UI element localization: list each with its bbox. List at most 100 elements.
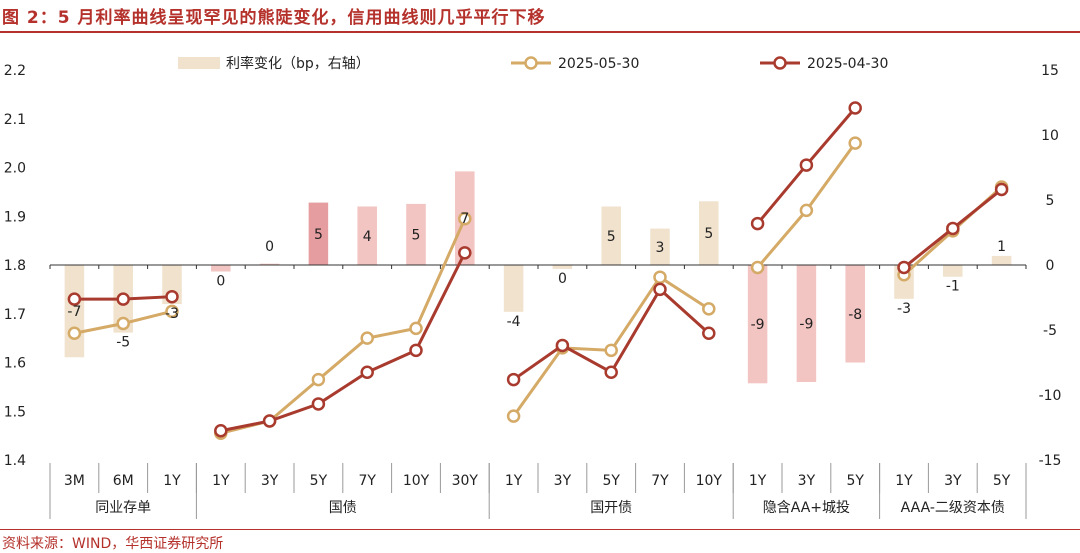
series-point (458, 211, 472, 226)
left-tick-label: 1.9 (4, 209, 26, 225)
series-point (409, 343, 423, 358)
left-tick-label: 2.2 (4, 63, 26, 79)
bar-data-label: -5 (116, 335, 130, 351)
series-point (848, 136, 862, 150)
bar (943, 265, 963, 277)
legend-swatch-marker (773, 56, 787, 70)
left-tick-label: 2.0 (4, 161, 26, 177)
bar-data-label: 0 (558, 271, 567, 287)
right-tick-label: -15 (1039, 453, 1062, 469)
right-tick-label: -10 (1039, 388, 1062, 404)
category-label: 3Y (944, 473, 962, 489)
bar-data-label: 0 (265, 239, 274, 255)
bar-data-label: 7 (460, 211, 469, 227)
category-label: 3Y (261, 473, 279, 489)
series-point (604, 343, 618, 358)
bar (259, 263, 280, 265)
category-label: 5Y (846, 473, 864, 489)
series-point (799, 203, 814, 218)
right-tick-label: 5 (1046, 193, 1055, 209)
chart: 1.41.51.61.71.81.92.02.12.2 151050-5-10-1… (4, 55, 1062, 519)
category-label: 1Y (749, 473, 767, 489)
category-label: 10Y (696, 473, 723, 489)
category-label: 3Y (798, 473, 816, 489)
series-point (311, 372, 326, 387)
bar-data-label: 0 (216, 274, 225, 290)
bar-data-label: 4 (363, 229, 372, 245)
bar-data-label: -1 (946, 279, 960, 295)
series-point (799, 158, 814, 172)
left-tick-label: 1.6 (4, 356, 26, 372)
bottom-rule (0, 529, 1080, 530)
bar-data-label: 3 (656, 240, 665, 256)
title-rule (0, 31, 1080, 33)
left-tick-label: 1.5 (4, 404, 26, 420)
series-point (458, 246, 472, 260)
category-label: 7Y (651, 473, 669, 489)
group-label: 国债 (329, 500, 357, 516)
series-point (262, 414, 277, 428)
bar-data-label: -4 (507, 314, 521, 330)
series-point (67, 326, 82, 340)
right-tick-label: 15 (1041, 63, 1059, 79)
category-label: 1Y (895, 473, 913, 489)
bar (406, 203, 426, 265)
series-point (555, 338, 570, 353)
right-tick-label: 10 (1041, 128, 1059, 144)
bar (796, 265, 817, 382)
legend-label: 2025-04-30 (807, 56, 888, 72)
series-point (506, 409, 521, 423)
series-point (897, 260, 911, 275)
bar (552, 265, 573, 269)
series-point (702, 326, 716, 340)
category-label: 7Y (358, 473, 376, 489)
series-point (848, 101, 862, 115)
category-label: 1Y (163, 473, 181, 489)
series-point (506, 372, 521, 387)
series-point (116, 292, 130, 306)
series-point (604, 365, 618, 379)
bar-data-label: -9 (799, 317, 813, 333)
category-label: 5Y (602, 473, 620, 489)
bar-data-label: -3 (897, 301, 911, 317)
series-point (311, 397, 326, 411)
bar-data-label: -8 (848, 307, 862, 323)
series-point (116, 316, 130, 331)
bar (991, 255, 1012, 265)
bar (845, 265, 865, 363)
series-point (409, 321, 423, 336)
bar (503, 265, 524, 312)
legend-swatch-marker (524, 56, 538, 70)
category-label: 5Y (993, 473, 1011, 489)
series-point (653, 282, 667, 297)
series-line-2025-04-30 (220, 252, 467, 433)
bar (357, 206, 377, 265)
bar-data-label: 1 (997, 239, 1006, 255)
category-label: 30Y (452, 473, 479, 489)
bar (650, 228, 670, 265)
left-tick-label: 1.4 (4, 453, 26, 469)
bar (747, 265, 768, 384)
series-point (360, 365, 374, 379)
left-tick-label: 1.7 (4, 307, 26, 323)
category-label: 1Y (212, 473, 230, 489)
left-tick-label: 1.8 (4, 258, 26, 274)
series-point (750, 216, 765, 231)
group-label: 同业存单 (95, 500, 151, 516)
category-label: 3M (64, 473, 85, 489)
title-bar: 图 2：5 月利率曲线呈现罕见的熊陡变化，信用曲线则几乎平行下移 (0, 0, 1080, 33)
bar-data-label: -3 (165, 306, 179, 322)
bar (308, 202, 329, 265)
series-point (653, 270, 667, 284)
series-point (994, 182, 1009, 197)
bar-data-label: -7 (67, 304, 81, 320)
series-point (946, 221, 960, 236)
right-tick-label: -5 (1043, 323, 1057, 339)
lines-layer (67, 101, 1009, 440)
legend-swatch-bars (178, 57, 220, 69)
group-label: 隐含AA+城投 (763, 500, 850, 516)
series-point (165, 289, 179, 304)
category-label: 10Y (403, 473, 430, 489)
right-tick-label: 0 (1046, 258, 1055, 274)
bar-data-label: -9 (751, 317, 765, 333)
